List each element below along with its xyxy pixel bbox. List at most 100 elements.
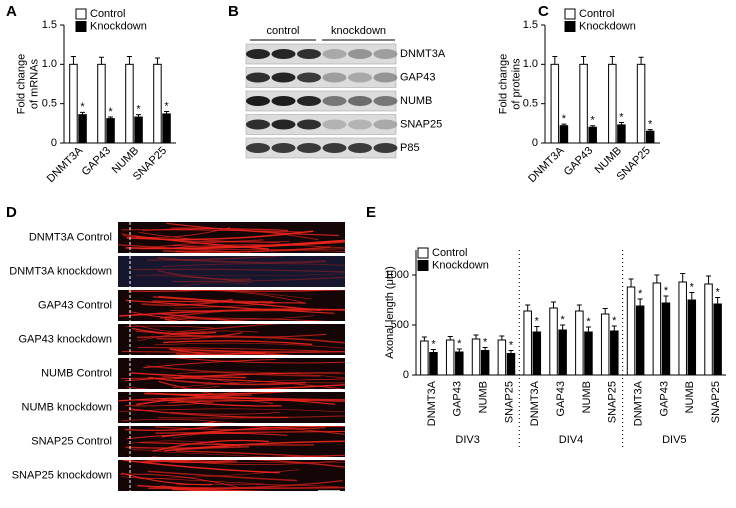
bar bbox=[610, 330, 619, 376]
axon bbox=[120, 377, 342, 389]
fibers bbox=[124, 426, 345, 457]
error-bar bbox=[98, 56, 104, 65]
blot-band bbox=[322, 119, 347, 130]
error-bar bbox=[602, 308, 608, 314]
fibers bbox=[119, 290, 345, 321]
axon bbox=[124, 426, 222, 432]
error-bar bbox=[499, 335, 505, 340]
bar bbox=[69, 63, 78, 144]
error-bar bbox=[654, 274, 660, 283]
bar bbox=[455, 351, 464, 376]
bar bbox=[445, 339, 455, 376]
image-label: DNMT3A Control bbox=[29, 231, 112, 243]
error-bar bbox=[508, 350, 514, 354]
axon bbox=[130, 372, 247, 379]
bar bbox=[559, 125, 569, 144]
panel-letter: B bbox=[228, 3, 239, 20]
bar bbox=[480, 350, 490, 376]
axon bbox=[175, 352, 233, 355]
error-bar bbox=[628, 278, 634, 287]
x-tick-label: GAP43 bbox=[80, 145, 114, 179]
bar bbox=[497, 339, 507, 376]
error-bar bbox=[561, 123, 567, 126]
image-label: SNAP25 knockdown bbox=[12, 469, 112, 481]
error-bar bbox=[706, 275, 712, 284]
blot-row-label: GAP43 bbox=[400, 71, 435, 83]
blot-band bbox=[297, 49, 321, 59]
blot-band bbox=[348, 143, 372, 153]
y-axis-label: Axonal length (μm) bbox=[384, 266, 396, 359]
x-tick-label: NUMB bbox=[684, 381, 696, 413]
error-bar bbox=[609, 55, 615, 65]
significance-mark: * bbox=[431, 338, 436, 350]
error-bar bbox=[482, 347, 488, 351]
bar bbox=[429, 352, 438, 376]
fibers bbox=[132, 256, 345, 287]
bar bbox=[575, 310, 584, 376]
axon bbox=[146, 256, 290, 261]
y-tick-label: 0 bbox=[403, 369, 409, 381]
bar bbox=[645, 130, 655, 144]
error-bar bbox=[108, 116, 114, 119]
group-label: DIV4 bbox=[559, 434, 583, 446]
bar bbox=[471, 338, 481, 376]
axon bbox=[136, 394, 252, 406]
bar bbox=[635, 305, 645, 376]
axon bbox=[126, 432, 288, 440]
blot-band bbox=[271, 119, 296, 130]
bar bbox=[550, 63, 560, 144]
axon bbox=[158, 380, 194, 389]
group-label: DIV5 bbox=[662, 434, 686, 446]
y-tick-label: 1000 bbox=[385, 269, 409, 281]
axon bbox=[125, 240, 345, 250]
blot-band bbox=[373, 96, 398, 106]
blot-row-label: P85 bbox=[400, 142, 420, 154]
blot-group-label: knockdown bbox=[331, 25, 386, 37]
error-bar bbox=[430, 349, 436, 353]
blot-band bbox=[348, 96, 372, 106]
significance-mark: * bbox=[509, 339, 514, 351]
micrograph bbox=[118, 290, 345, 321]
error-bar bbox=[560, 324, 566, 330]
blot-band bbox=[322, 143, 347, 153]
axon bbox=[122, 227, 231, 238]
axon bbox=[164, 440, 345, 452]
blot-band bbox=[297, 72, 321, 83]
significance-mark: * bbox=[664, 285, 669, 297]
panel-letter: D bbox=[6, 204, 17, 221]
bar bbox=[704, 283, 713, 376]
micrograph bbox=[118, 324, 345, 355]
blot-band bbox=[271, 96, 296, 106]
axon bbox=[125, 325, 216, 329]
axon bbox=[137, 330, 259, 342]
axon bbox=[152, 300, 306, 304]
axon bbox=[172, 276, 345, 283]
error-bar bbox=[447, 336, 453, 340]
micrograph bbox=[118, 460, 345, 499]
blot-band bbox=[373, 49, 398, 59]
axon bbox=[152, 296, 274, 303]
error-bar bbox=[618, 122, 624, 125]
axon bbox=[269, 454, 345, 457]
legend-label: Control bbox=[432, 247, 467, 259]
blot-band bbox=[246, 119, 270, 130]
axon bbox=[135, 493, 244, 499]
significance-mark: * bbox=[483, 336, 488, 348]
significance-mark: * bbox=[560, 314, 565, 326]
axon bbox=[130, 324, 206, 333]
significance-mark: * bbox=[457, 338, 462, 350]
significance-mark: * bbox=[80, 101, 85, 113]
panel-letter: A bbox=[6, 3, 17, 20]
axon bbox=[163, 340, 313, 346]
significance-mark: * bbox=[612, 315, 617, 327]
axon bbox=[146, 354, 155, 355]
image-label: SNAP25 Control bbox=[31, 435, 112, 447]
error-bar bbox=[576, 304, 582, 311]
error-bar bbox=[136, 114, 142, 118]
x-tick-label: GAP43 bbox=[555, 381, 567, 416]
micrograph-bg bbox=[118, 256, 345, 287]
fibers bbox=[118, 392, 345, 423]
axon bbox=[125, 299, 335, 314]
axon bbox=[169, 353, 291, 355]
axon bbox=[166, 422, 167, 423]
